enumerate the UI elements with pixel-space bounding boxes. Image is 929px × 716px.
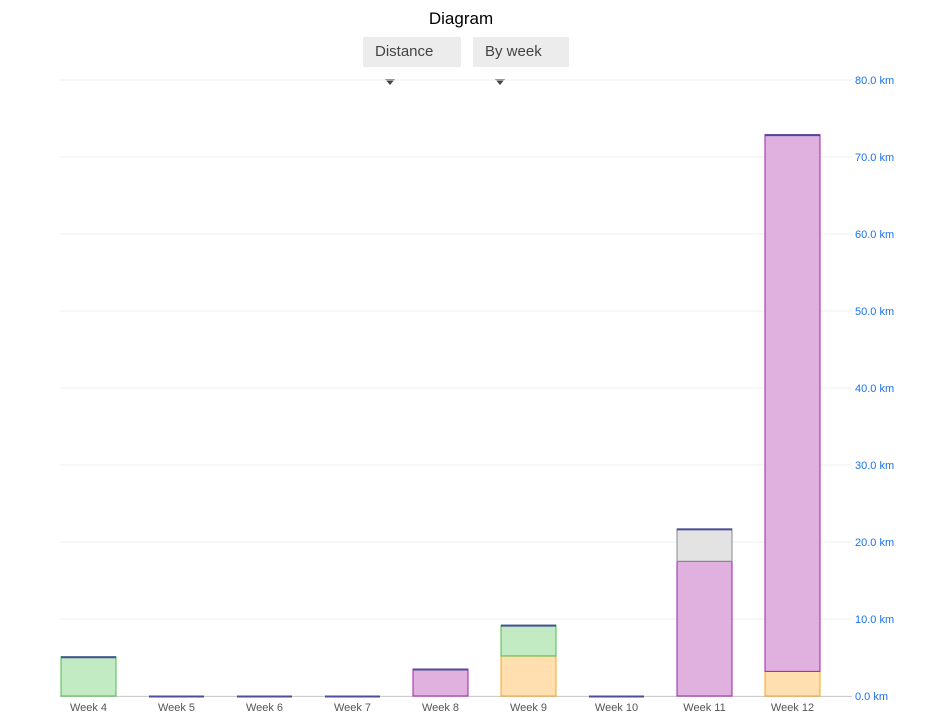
x-tick-label: Week 5 — [158, 702, 195, 714]
x-tick-label: Week 6 — [246, 702, 283, 714]
period-dropdown[interactable]: By week — [473, 37, 569, 86]
bar-segment — [500, 655, 557, 697]
caret-down-icon — [495, 79, 505, 86]
x-tick-label: Week 10 — [595, 702, 638, 714]
bar-segment — [764, 134, 821, 672]
metric-dropdown[interactable]: Distance — [363, 37, 461, 86]
metric-dropdown-label: Distance — [375, 43, 434, 60]
y-tick-label: 60.0 km — [855, 229, 894, 241]
y-tick-label: 80.0 km — [855, 75, 894, 87]
x-tick-label: Week 4 — [70, 702, 107, 714]
x-tick-label: Week 9 — [510, 702, 547, 714]
x-tick-label: Week 11 — [683, 702, 725, 714]
chart-title: Diagram — [428, 9, 494, 28]
y-tick-label: 70.0 km — [855, 152, 894, 164]
bar-segment — [764, 670, 821, 697]
x-tick-label: Week 8 — [422, 702, 459, 714]
x-tick-label: Week 7 — [334, 702, 371, 714]
y-tick-label: 10.0 km — [855, 614, 894, 626]
period-dropdown-label: By week — [485, 43, 542, 60]
y-tick-label: 50.0 km — [855, 306, 894, 318]
y-tick-label: 40.0 km — [855, 383, 894, 395]
caret-down-icon — [385, 79, 395, 86]
y-tick-label: 30.0 km — [855, 460, 894, 472]
bar-segment — [60, 656, 117, 697]
bar-segment — [676, 560, 733, 697]
y-tick-label: 20.0 km — [855, 537, 894, 549]
x-tick-label: Week 12 — [771, 702, 814, 714]
bar-segment — [412, 668, 469, 697]
y-tick-label: 0.0 km — [855, 691, 888, 703]
bar-segment — [676, 528, 733, 562]
bar-segment — [500, 624, 557, 657]
